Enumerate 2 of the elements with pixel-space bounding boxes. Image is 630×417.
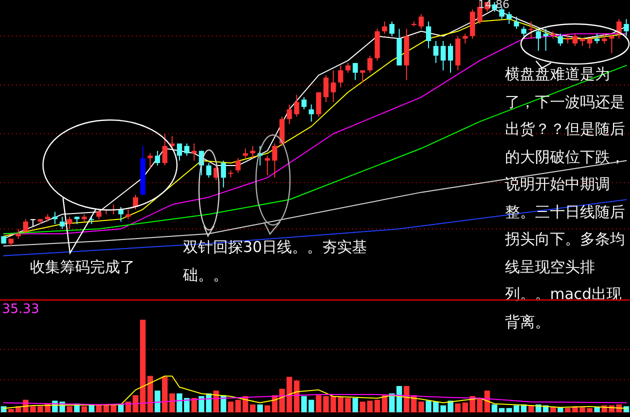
text: 收集筹码完成了 xyxy=(30,257,136,278)
text: 35.33 xyxy=(2,302,40,318)
